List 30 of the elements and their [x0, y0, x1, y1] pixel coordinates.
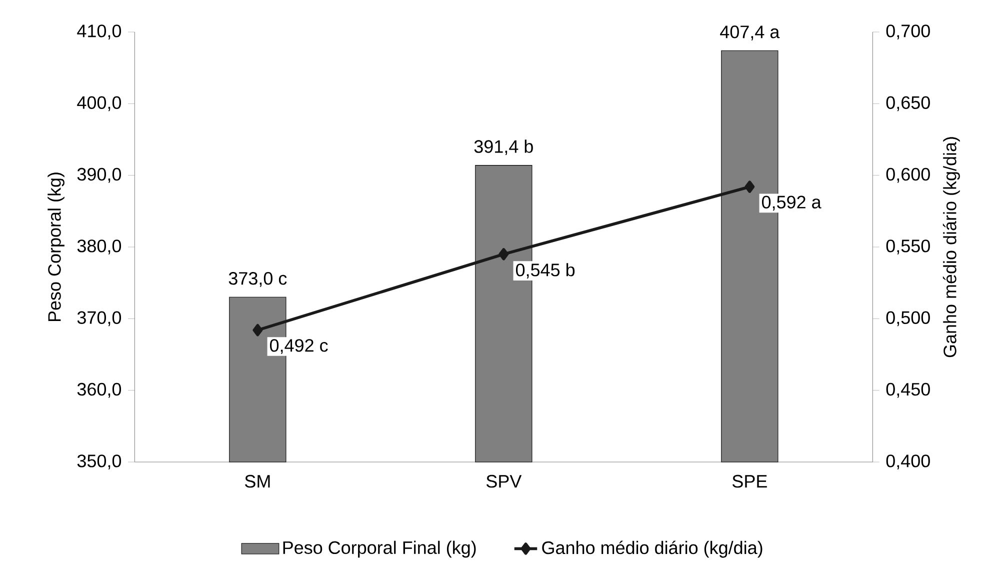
y-tick-label: 350,0: [77, 454, 122, 470]
data-label: 0,592 a: [762, 196, 822, 211]
data-label: 391,4 b: [474, 140, 533, 156]
y-tick-label: 410,0: [77, 24, 122, 40]
y-tick-label: 360,0: [77, 382, 122, 398]
y2-tick-label: 0,650: [886, 96, 930, 112]
data-label: 0,492 c: [270, 339, 328, 354]
y-axis-title: Peso Corporal (kg): [48, 172, 64, 322]
y2-axis-title: Ganho médio diário (kg/dia): [942, 137, 960, 358]
point: [744, 180, 755, 193]
y2-tick-label: 0,550: [886, 240, 930, 254]
x-tick-label: SPV: [486, 474, 522, 488]
x-tick-label: SPE: [732, 474, 767, 488]
legend-label: Ganho médio diário (kg/dia): [542, 540, 762, 558]
point: [252, 324, 263, 336]
data-label: 0,545 b: [516, 263, 575, 278]
y2-tick-label: 0,700: [886, 24, 930, 40]
y-tick-label: 390,0: [77, 168, 122, 183]
data-label: 407,4 a: [720, 26, 780, 40]
y-tick-label: 400,0: [77, 96, 122, 112]
legend-label: Peso Corporal Final (kg): [283, 540, 476, 558]
y2-tick-label: 0,500: [886, 311, 930, 326]
y-tick-label: 380,0: [77, 240, 122, 254]
y2-tick-label: 0,450: [886, 382, 930, 398]
y2-tick-label: 0,600: [886, 168, 930, 183]
x-tick-label: SM: [244, 474, 270, 488]
data-label: 373,0 c: [228, 272, 287, 287]
y2-tick-label: 0,400: [886, 454, 930, 470]
y-tick-label: 370,0: [77, 311, 122, 326]
point: [498, 248, 509, 260]
